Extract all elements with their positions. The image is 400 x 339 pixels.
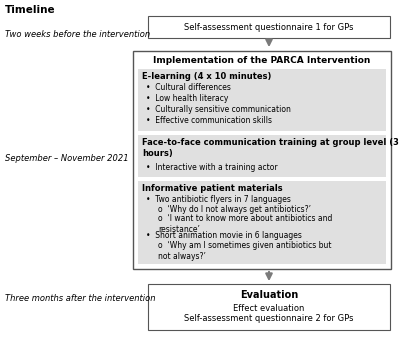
Text: •  Cultural differences: • Cultural differences [146, 83, 231, 92]
Text: Effect evaluation: Effect evaluation [233, 304, 305, 313]
Text: E-learning (4 x 10 minutes): E-learning (4 x 10 minutes) [142, 72, 271, 81]
Text: Self-assessment questionnaire 1 for GPs: Self-assessment questionnaire 1 for GPs [184, 22, 354, 32]
Bar [148, 16, 390, 38]
Text: Timeline: Timeline [5, 5, 56, 15]
Text: Evaluation: Evaluation [240, 290, 298, 300]
Text: Informative patient materials: Informative patient materials [142, 184, 283, 193]
Text: o  ‘I want to know more about antibiotics and
resistance’: o ‘I want to know more about antibiotics… [158, 214, 332, 234]
Bar [148, 284, 390, 330]
Text: •  Low health literacy: • Low health literacy [146, 94, 228, 103]
Text: o  ‘Why do I not always get antibiotics?’: o ‘Why do I not always get antibiotics?’ [158, 205, 311, 214]
Bar [138, 69, 386, 131]
Text: Three months after the intervention: Three months after the intervention [5, 294, 156, 303]
Text: September – November 2021: September – November 2021 [5, 154, 129, 163]
Text: •  Two antibiotic flyers in 7 languages: • Two antibiotic flyers in 7 languages [146, 195, 291, 204]
Text: Self-assessment questionnaire 2 for GPs: Self-assessment questionnaire 2 for GPs [184, 314, 354, 323]
Bar [133, 51, 391, 269]
Text: Implementation of the PARCA Intervention: Implementation of the PARCA Intervention [153, 56, 371, 65]
Text: Face-to-face communication training at group level (3
hours): Face-to-face communication training at g… [142, 138, 399, 158]
Text: •  Interactive with a training actor: • Interactive with a training actor [146, 163, 278, 172]
Text: Two weeks before the intervention: Two weeks before the intervention [5, 30, 150, 39]
Text: •  Effective communication skills: • Effective communication skills [146, 116, 272, 125]
Bar [138, 181, 386, 264]
Text: o  ‘Why am I sometimes given antibiotics but
not always?’: o ‘Why am I sometimes given antibiotics … [158, 241, 332, 261]
Text: •  Short animation movie in 6 languages: • Short animation movie in 6 languages [146, 231, 302, 240]
Bar [138, 135, 386, 177]
Text: •  Culturally sensitive communication: • Culturally sensitive communication [146, 105, 291, 114]
